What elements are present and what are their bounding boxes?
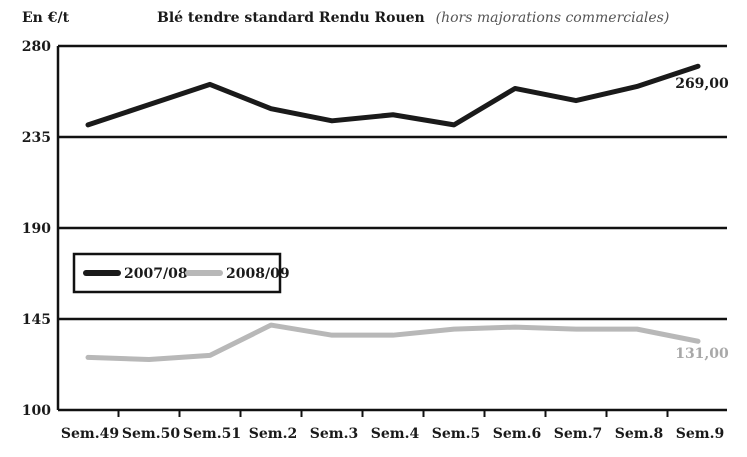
y-axis: 100 145 190 235 280 <box>22 39 60 419</box>
x-tick-label-sem-8: Sem.8 <box>615 426 663 442</box>
chart-title-main: Blé tendre standard Rendu Rouen <box>157 10 425 26</box>
series-line-2007-08 <box>85 63 701 128</box>
x-tick-label-sem-7: Sem.7 <box>554 426 602 442</box>
legend: 2007/08 2008/09 <box>72 252 290 294</box>
x-tick-label-sem-9: Sem.9 <box>676 426 724 442</box>
legend-label-2008-09: 2008/09 <box>226 266 290 282</box>
x-tick-label-sem-50: Sem.50 <box>122 426 180 442</box>
chart-subtitle: (hors majorations commerciales) <box>436 10 670 26</box>
grid-lines <box>58 44 727 412</box>
x-tick-label-sem-6: Sem.6 <box>493 426 541 442</box>
x-tick-label-sem-3: Sem.3 <box>310 426 358 442</box>
x-axis: Sem.49 Sem.50 Sem.51 Sem.2 Sem.3 Sem.4 Sem.5 Se… <box>61 410 724 442</box>
x-tick-label-sem-51: Sem.51 <box>183 426 241 442</box>
y-tick-label-235: 235 <box>22 130 51 146</box>
y-tick-label-100: 100 <box>22 403 51 419</box>
x-tick-label-sem-49: Sem.49 <box>61 426 119 442</box>
x-tick-label-sem-4: Sem.4 <box>371 426 420 442</box>
y-tick-label-280: 280 <box>22 39 51 55</box>
y-tick-label-145: 145 <box>22 312 51 328</box>
x-tick-label-sem-5: Sem.5 <box>432 426 480 442</box>
end-label-2007-08: 269,00 <box>675 76 729 92</box>
end-label-2008-09: 131,00 <box>675 346 729 362</box>
series-line-2008-09 <box>85 322 701 362</box>
legend-label-2007-08: 2007/08 <box>124 266 188 282</box>
series-group: 269,00 131,00 <box>85 63 729 362</box>
x-tick-label-sem-2: Sem.2 <box>249 426 297 442</box>
chart-title: Blé tendre standard Rendu Rouen (hors ma… <box>157 10 669 26</box>
y-tick-label-190: 190 <box>22 221 51 237</box>
unit-label: En €/t <box>22 10 70 26</box>
